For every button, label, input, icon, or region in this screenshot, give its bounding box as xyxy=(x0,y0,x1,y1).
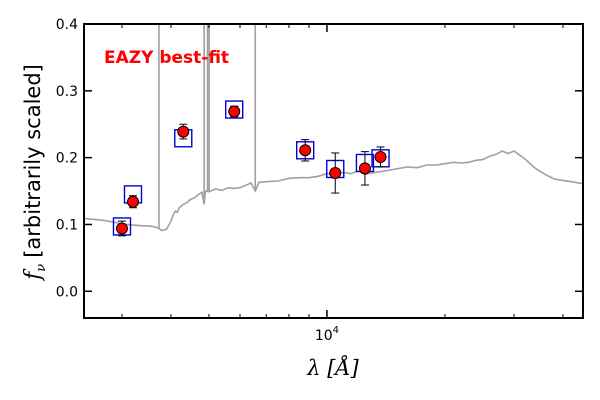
svg-text:fν[arbitrarily scaled]: fν[arbitrarily scaled] xyxy=(21,64,49,282)
y-axis-label-nu: ν xyxy=(34,264,49,272)
observed-flux-point xyxy=(228,105,241,118)
observed-flux-point xyxy=(329,167,342,180)
plot-area xyxy=(84,24,583,237)
observed-flux-point xyxy=(126,195,139,208)
y-tick-label: 0.0 xyxy=(56,284,78,300)
x-tick-label-base: 10 xyxy=(315,328,333,344)
y-axis-label: fν[arbitrarily scaled] xyxy=(21,64,49,282)
y-tick-label: 0.2 xyxy=(56,151,78,167)
y-tick-label: 0.1 xyxy=(56,217,78,233)
observed-flux-point xyxy=(299,144,312,157)
observed-flux-point xyxy=(358,162,371,175)
model-flux-box xyxy=(225,100,244,119)
plot-frame xyxy=(83,23,584,319)
x-axis-label: λ [Å] xyxy=(306,355,359,380)
annotation-eazy-best-fit: EAZY best-fit xyxy=(104,48,229,68)
x-tick-label: 104 xyxy=(315,325,339,344)
x-tick-label-exponent: 4 xyxy=(333,325,339,336)
observed-flux-point xyxy=(374,150,387,163)
observed-flux-point xyxy=(115,222,128,235)
template-spectrum-line xyxy=(84,150,583,232)
y-tick-label: 0.3 xyxy=(56,84,78,100)
y-axis-label-text: [arbitrarily scaled] xyxy=(21,64,45,258)
plot-clip-group xyxy=(84,24,583,237)
y-tick-label: 0.4 xyxy=(56,17,78,33)
observed-flux-point xyxy=(177,125,190,138)
axes: 0.0 0.1 0.2 0.3 0.4 104 xyxy=(56,17,584,344)
